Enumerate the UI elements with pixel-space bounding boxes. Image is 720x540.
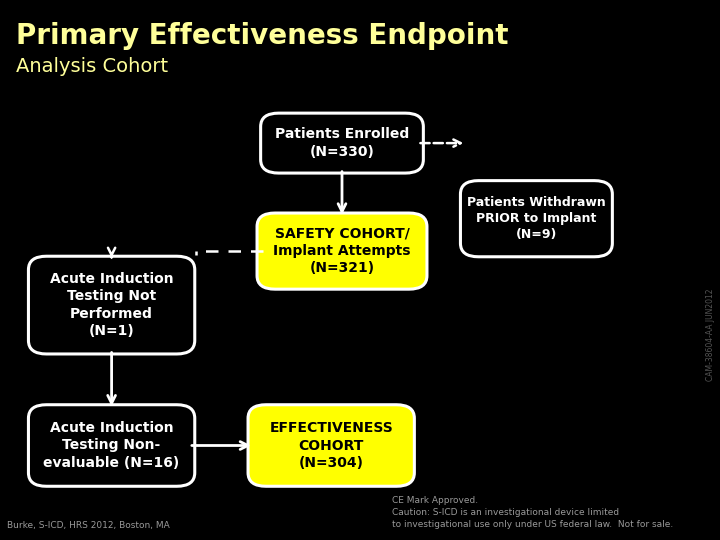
FancyBboxPatch shape (248, 405, 415, 486)
Text: EFFECTIVENESS
COHORT
(N=304): EFFECTIVENESS COHORT (N=304) (269, 421, 393, 470)
FancyBboxPatch shape (29, 405, 194, 486)
FancyBboxPatch shape (261, 113, 423, 173)
Text: to investigational use only under US federal law.  Not for sale.: to investigational use only under US fed… (392, 520, 674, 529)
Text: CE Mark Approved.: CE Mark Approved. (392, 496, 479, 505)
Text: Patients Withdrawn
PRIOR to Implant
(N=9): Patients Withdrawn PRIOR to Implant (N=9… (467, 196, 606, 241)
Text: Patients Enrolled
(N=330): Patients Enrolled (N=330) (275, 127, 409, 159)
Text: Acute Induction
Testing Non-
evaluable (N=16): Acute Induction Testing Non- evaluable (… (43, 421, 180, 470)
FancyBboxPatch shape (29, 256, 194, 354)
Text: SAFETY COHORT/
Implant Attempts
(N=321): SAFETY COHORT/ Implant Attempts (N=321) (274, 227, 410, 275)
FancyBboxPatch shape (257, 213, 427, 289)
Text: Analysis Cohort: Analysis Cohort (16, 57, 168, 76)
Text: Burke, S-ICD, HRS 2012, Boston, MA: Burke, S-ICD, HRS 2012, Boston, MA (7, 521, 170, 530)
Text: CAM-38604-AA JUN2012: CAM-38604-AA JUN2012 (706, 288, 715, 381)
Text: Primary Effectiveness Endpoint: Primary Effectiveness Endpoint (16, 22, 508, 50)
Text: Acute Induction
Testing Not
Performed
(N=1): Acute Induction Testing Not Performed (N… (50, 272, 174, 338)
Text: Caution: S-ICD is an investigational device limited: Caution: S-ICD is an investigational dev… (392, 508, 619, 517)
FancyBboxPatch shape (461, 180, 612, 257)
